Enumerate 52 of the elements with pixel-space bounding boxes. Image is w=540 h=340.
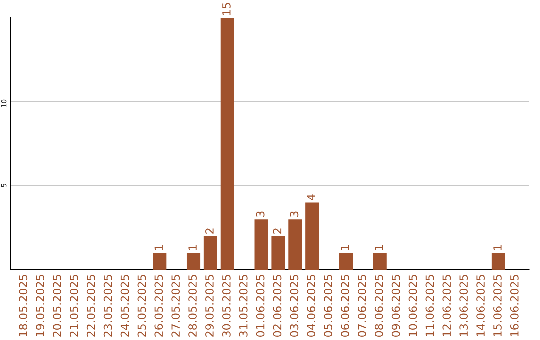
x-tick-label: 28.05.2025 <box>188 275 197 337</box>
x-tick-label: 12.06.2025 <box>442 275 452 337</box>
x-tick-label: 05.06.2025 <box>324 275 333 338</box>
bar <box>153 253 167 270</box>
x-tick-label: 08.06.2025 <box>374 275 384 338</box>
x-tick-label: 31.05.2025 <box>239 275 248 337</box>
x-tick-label: 24.05.2025 <box>120 275 130 337</box>
x-tick-label: 21.05.2025 <box>70 275 78 337</box>
data-label: 1 <box>188 245 197 250</box>
x-tick-label: 23.05.2025 <box>104 275 112 337</box>
x-tick-label: 30.05.2025 <box>222 275 231 337</box>
x-tick-label: 06.06.2025 <box>341 275 350 338</box>
x-tick-label: 01.06.2025 <box>256 275 265 338</box>
data-label: 15 <box>222 3 231 16</box>
bar <box>306 202 320 270</box>
bar <box>254 220 268 270</box>
x-tick-label: 09.06.2025 <box>392 275 400 338</box>
x-tick-label: 16.06.2025 <box>510 275 519 337</box>
x-tick-label: 26.05.2025 <box>154 275 164 337</box>
data-label: 3 <box>290 212 299 218</box>
x-tick-label: 04.06.2025 <box>307 275 316 338</box>
bar <box>288 220 302 270</box>
bar <box>220 18 234 270</box>
x-tick-label: 03.06.2025 <box>290 275 299 338</box>
x-tick-label: 22.05.2025 <box>86 275 96 337</box>
x-tick-label: 20.05.2025 <box>53 275 62 337</box>
data-label: 1 <box>375 245 384 250</box>
bar <box>373 253 387 270</box>
bar <box>204 236 218 270</box>
x-tick-label: 11.06.2025 <box>426 275 434 337</box>
data-label: 3 <box>256 212 265 218</box>
bar <box>339 253 354 270</box>
x-tick-label: 07.06.2025 <box>358 275 366 338</box>
x-tick-label: 29.05.2025 <box>206 275 214 337</box>
x-tick-label: 25.05.2025 <box>138 275 146 337</box>
data-label: 2 <box>273 228 282 234</box>
data-label: 2 <box>206 228 214 234</box>
bar <box>272 236 286 270</box>
x-tick-label: 02.06.2025 <box>273 275 282 338</box>
x-tick-label: 18.05.2025 <box>19 275 28 337</box>
x-tick-label: 15.06.2025 <box>494 275 502 337</box>
data-label: 1 <box>154 245 163 250</box>
x-tick-label: 19.05.2025 <box>36 275 45 337</box>
x-tick-label: 14.06.2025 <box>476 275 485 337</box>
data-label: 1 <box>494 245 502 250</box>
x-tick-label: 27.05.2025 <box>172 275 180 337</box>
x-tick-label: 10.06.2025 <box>408 275 418 337</box>
bar <box>492 253 506 270</box>
x-tick-label: 13.06.2025 <box>460 275 468 337</box>
bar <box>186 253 201 270</box>
data-label: 1 <box>341 245 350 250</box>
data-label: 4 <box>307 194 316 201</box>
